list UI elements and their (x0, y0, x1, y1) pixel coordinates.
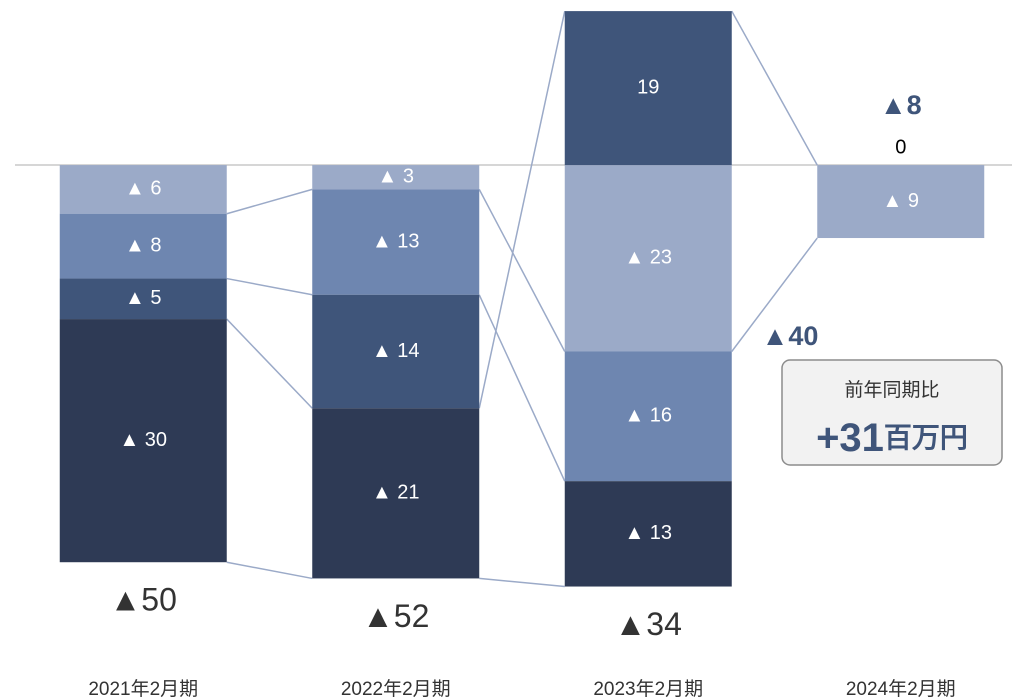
data-label: ▲ 14 (372, 340, 420, 362)
bar-segment (817, 165, 985, 239)
bar-segment (312, 294, 480, 409)
annotation: ▲40 (762, 321, 819, 351)
bar-segment (59, 278, 227, 320)
callout-title: 前年同期比 (844, 379, 939, 401)
bar-segment (312, 189, 480, 295)
total-label: ▲8 (880, 90, 922, 120)
connector (226, 561, 313, 580)
connector (478, 294, 566, 482)
callout-value: +31百万円 (816, 416, 968, 460)
connector (731, 10, 818, 166)
data-label: ▲ 13 (372, 230, 420, 252)
x-tick-label: 2024年2月期 (846, 678, 956, 700)
data-label: ▲ 16 (624, 405, 672, 427)
bar-segment (59, 319, 227, 563)
connector (478, 189, 566, 352)
data-label: ▲ 6 (125, 178, 161, 200)
connector (478, 10, 566, 409)
data-label: ▲ 13 (624, 522, 672, 544)
data-label: ▲ 8 (125, 234, 161, 256)
connector (226, 277, 313, 296)
callout-box (781, 359, 1003, 466)
connectors (226, 10, 818, 588)
bar-segment (564, 481, 732, 587)
bar-segment (564, 165, 732, 352)
bar-segment (59, 165, 227, 214)
data-label: ▲ 30 (119, 429, 167, 451)
bar-segment (564, 11, 732, 166)
data-label: 0 (895, 136, 906, 158)
data-label: ▲ 9 (883, 190, 919, 212)
data-label: ▲ 5 (125, 287, 161, 309)
bar-segment (312, 408, 480, 579)
connector (731, 237, 818, 352)
callout-unit: 百万円 (884, 422, 968, 453)
bar-segment (312, 165, 480, 190)
total-label: ▲52 (362, 598, 429, 634)
total-label: ▲34 (615, 606, 682, 642)
bar-segment (564, 351, 732, 482)
x-tick-label: 2023年2月期 (593, 678, 703, 700)
bar-segment (59, 213, 227, 279)
x-tick-label: 2021年2月期 (88, 678, 198, 700)
connector (226, 318, 313, 409)
callout-amount: +31 (816, 416, 884, 460)
data-label: 19 (637, 76, 659, 98)
total-label: ▲50 (110, 582, 177, 618)
data-label: ▲ 3 (378, 166, 414, 188)
data-label: ▲ 21 (372, 482, 420, 504)
connector (479, 577, 565, 588)
connector (226, 188, 313, 215)
x-tick-label: 2022年2月期 (341, 678, 451, 700)
data-label: ▲ 23 (624, 247, 672, 269)
